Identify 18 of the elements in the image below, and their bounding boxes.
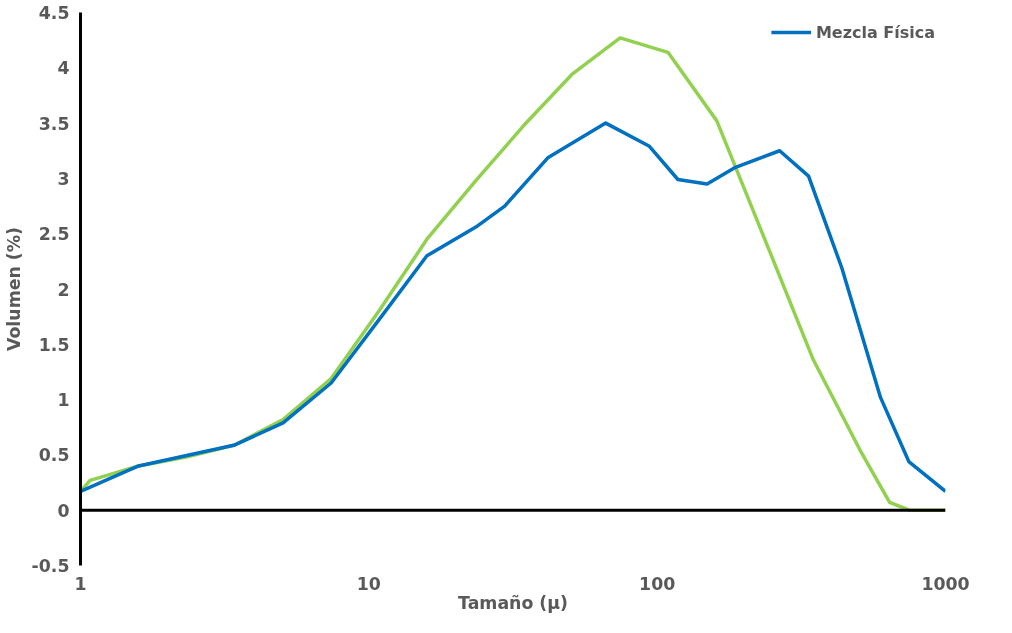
y-tick-label: 1.5: [38, 334, 70, 355]
y-tick-label: 0.5: [38, 445, 70, 466]
y-tick-label: -0.5: [31, 556, 70, 576]
y-tick-label: 0: [57, 500, 70, 521]
legend-label: Mezcla Física: [815, 22, 935, 42]
x-tick-label: 1: [74, 573, 87, 594]
y-tick-label: 3: [57, 168, 70, 189]
y-tick-label: 3.5: [38, 113, 70, 134]
y-tick-label: 4.5: [38, 3, 70, 23]
y-tick-label: 4: [57, 58, 70, 79]
y-tick-label: 2: [57, 279, 70, 300]
x-tick-label: 1000: [921, 573, 970, 594]
x-tick-label: 10: [356, 573, 381, 594]
y-tick-label: 2.5: [38, 224, 70, 245]
x-tick-label: 100: [639, 573, 676, 594]
y-axis-title: Volumen (%): [3, 226, 24, 352]
x-axis-title: Tamaño (μ): [458, 592, 568, 613]
y-tick-label: 1: [57, 390, 70, 411]
